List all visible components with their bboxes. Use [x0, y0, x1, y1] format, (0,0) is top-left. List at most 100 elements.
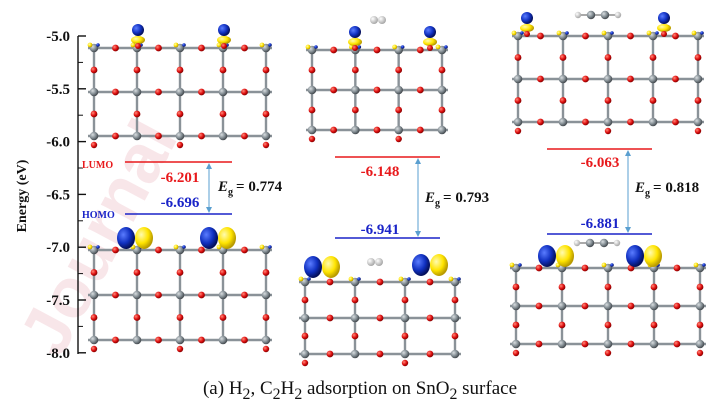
- orbital-lobe: [131, 36, 145, 44]
- tin-atom: [300, 349, 310, 359]
- tin-atom: [603, 301, 613, 311]
- oxygen-atom: [219, 269, 227, 276]
- orbital-lobe: [430, 254, 448, 276]
- h2-molecule: [370, 16, 386, 24]
- orbital-lobe: [518, 263, 522, 267]
- orbital-lobe: [132, 24, 144, 36]
- tin-atom: [218, 131, 228, 141]
- oxygen-atom: [219, 110, 227, 118]
- oxygen-atom: [582, 75, 589, 83]
- oxygen-atom: [373, 46, 381, 54]
- tin-atom: [649, 339, 659, 349]
- oxygen-atom: [351, 106, 359, 114]
- tin-atom: [261, 290, 271, 300]
- oxygen-atom: [301, 296, 309, 304]
- orbital-lobe: [538, 245, 556, 267]
- tin-atom: [351, 85, 360, 95]
- oxygen-atom: [373, 126, 381, 134]
- orbital-lobe: [435, 44, 441, 50]
- tin-atom: [300, 313, 310, 323]
- orbital-pair: [217, 24, 231, 49]
- sno2-slab: [298, 276, 461, 367]
- tin-atom: [557, 301, 567, 311]
- oxygen-atom: [401, 332, 409, 340]
- orbital-lobe: [644, 245, 662, 267]
- oxygen-atom: [376, 278, 384, 286]
- oxygen-atom: [427, 45, 433, 51]
- orbital-lobe: [216, 244, 222, 250]
- oxygen-atom: [694, 127, 702, 135]
- orbital-lobe: [173, 244, 179, 250]
- oxygen-atom: [627, 302, 635, 310]
- oxygen-atom: [438, 66, 446, 74]
- tin-atom: [175, 290, 185, 300]
- oxygen-atom: [133, 66, 141, 74]
- oxygen-atom: [262, 141, 270, 149]
- oxygen-atom: [112, 44, 119, 52]
- tin-atom: [603, 117, 613, 127]
- oxygen-atom: [581, 340, 589, 348]
- hydrogen-atom: [375, 258, 383, 266]
- tick-label: -7.5: [46, 293, 70, 309]
- oxygen-atom: [241, 88, 248, 96]
- tin-atom: [695, 301, 705, 311]
- oxygen-atom: [241, 132, 248, 140]
- tin-atom: [350, 349, 360, 359]
- gap-label-3: Eg = 0.818: [634, 180, 699, 199]
- orbital-lobe: [96, 43, 100, 47]
- oxygen-atom: [330, 126, 338, 134]
- tin-atom: [218, 335, 228, 345]
- lumo-value-1: -6.201: [161, 170, 200, 186]
- homo-value-3: -6.881: [581, 216, 620, 232]
- oxygen-atom: [426, 314, 434, 322]
- oxygen-atom: [330, 86, 338, 94]
- hydrogen-atom: [613, 239, 621, 247]
- oxygen-atom: [198, 291, 205, 299]
- hydrogen-atom: [370, 16, 378, 24]
- axis-title: Energy (eV): [15, 159, 30, 232]
- oxygen-atom: [262, 66, 270, 74]
- tin-atom: [261, 335, 271, 345]
- orbital-lobe: [305, 44, 311, 50]
- tin-atom: [175, 335, 185, 345]
- oxygen-atom: [401, 359, 409, 367]
- tin-atom: [261, 131, 271, 141]
- oxygen-atom: [198, 88, 205, 96]
- tin-atom: [437, 125, 447, 135]
- oxygen-atom: [373, 86, 381, 94]
- oxygen-atom: [133, 110, 141, 118]
- tin-atom: [307, 85, 317, 95]
- oxygen-atom: [155, 44, 162, 52]
- oxygen-atom: [627, 118, 634, 126]
- oxygen-atom: [426, 278, 434, 286]
- orbital-lobe: [658, 12, 670, 24]
- oxygen-atom: [694, 97, 702, 104]
- oxygen-atom: [401, 296, 409, 304]
- orbital-lobe: [268, 245, 272, 249]
- tin-atom: [513, 117, 523, 127]
- oxygen-atom: [649, 97, 657, 104]
- tin-atom: [350, 313, 360, 323]
- oxygen-atom: [672, 118, 679, 126]
- tin-atom: [394, 125, 403, 135]
- oxygen-atom: [112, 336, 119, 344]
- orbital-lobe: [556, 30, 562, 36]
- sno2-slab: [509, 262, 706, 357]
- tin-atom: [175, 131, 185, 141]
- homo-tag: HOMO: [82, 210, 115, 221]
- oxygen-atom: [512, 321, 520, 329]
- tick-label: -6.0: [46, 135, 70, 151]
- oxygen-atom: [451, 332, 459, 340]
- oxygen-atom: [376, 350, 384, 358]
- tin-atom: [89, 290, 99, 300]
- orbital-lobe: [307, 277, 311, 281]
- orbital-lobe: [509, 262, 515, 268]
- panel-1: -6.201 -6.696 Eg = 0.774: [125, 161, 283, 215]
- orbital-lobe: [610, 263, 614, 267]
- oxygen-atom: [627, 340, 635, 348]
- tin-atom: [695, 339, 705, 349]
- oxygen-atom: [514, 54, 522, 61]
- orbital-lobe: [218, 227, 236, 249]
- tin-atom: [649, 301, 659, 311]
- orbital-lobe: [322, 256, 340, 278]
